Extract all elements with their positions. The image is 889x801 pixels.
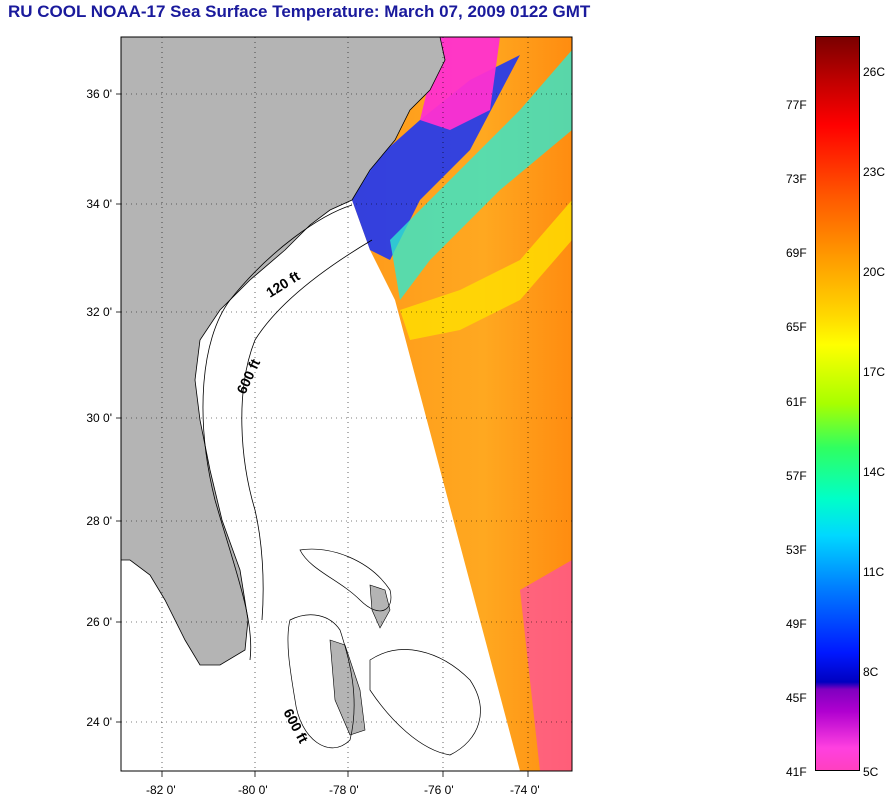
temperature-colorbar	[815, 36, 860, 771]
lon-label: -82 0'	[146, 783, 176, 797]
colorbar-c-label: 23C	[863, 165, 886, 179]
colorbar-c-label: 8C	[863, 665, 879, 679]
colorbar-c-label: 17C	[863, 365, 886, 379]
lat-label: 36 0'	[86, 87, 112, 101]
colorbar-f-label: 77F	[786, 98, 807, 112]
bahamas-island	[369, 584, 391, 629]
lat-label: 34 0'	[86, 197, 112, 211]
colorbar-f-label: 69F	[786, 246, 807, 260]
colorbar-f-label: 41F	[786, 765, 807, 779]
colorbar-f-label: 49F	[786, 617, 807, 631]
colorbar-f-label: 45F	[786, 691, 807, 705]
colorbar-f-label: 57F	[786, 469, 807, 483]
colorbar-c-label: 5C	[863, 765, 879, 779]
lon-label: -74 0'	[510, 783, 540, 797]
colorbar-c-label: 26C	[863, 65, 886, 79]
south-magenta	[520, 560, 572, 771]
colorbar-f-label: 61F	[786, 395, 807, 409]
yellow-front	[400, 200, 572, 340]
colorbar-c-label: 11C	[863, 565, 885, 579]
lat-label: 24 0'	[86, 715, 112, 729]
page-title: RU COOL NOAA-17 Sea Surface Temperature:…	[8, 2, 591, 21]
colorbar-f-label: 65F	[786, 320, 807, 334]
colorbar-f-label: 73F	[786, 172, 807, 186]
cool-water-band	[390, 50, 572, 300]
lat-label: 32 0'	[86, 305, 112, 319]
lat-label: 28 0'	[86, 514, 112, 528]
colorbar-c-label: 20C	[863, 265, 886, 279]
colorbar-f-label: 53F	[786, 543, 807, 557]
lon-label: -76 0'	[424, 783, 454, 797]
lon-label: -78 0'	[329, 783, 359, 797]
lat-label: 30 0'	[86, 411, 112, 425]
colorbar-c-label: 14C	[863, 465, 886, 479]
us-coast-land	[121, 37, 446, 666]
lat-label: 26 0'	[86, 615, 112, 629]
lon-label: -80 0'	[238, 783, 268, 797]
